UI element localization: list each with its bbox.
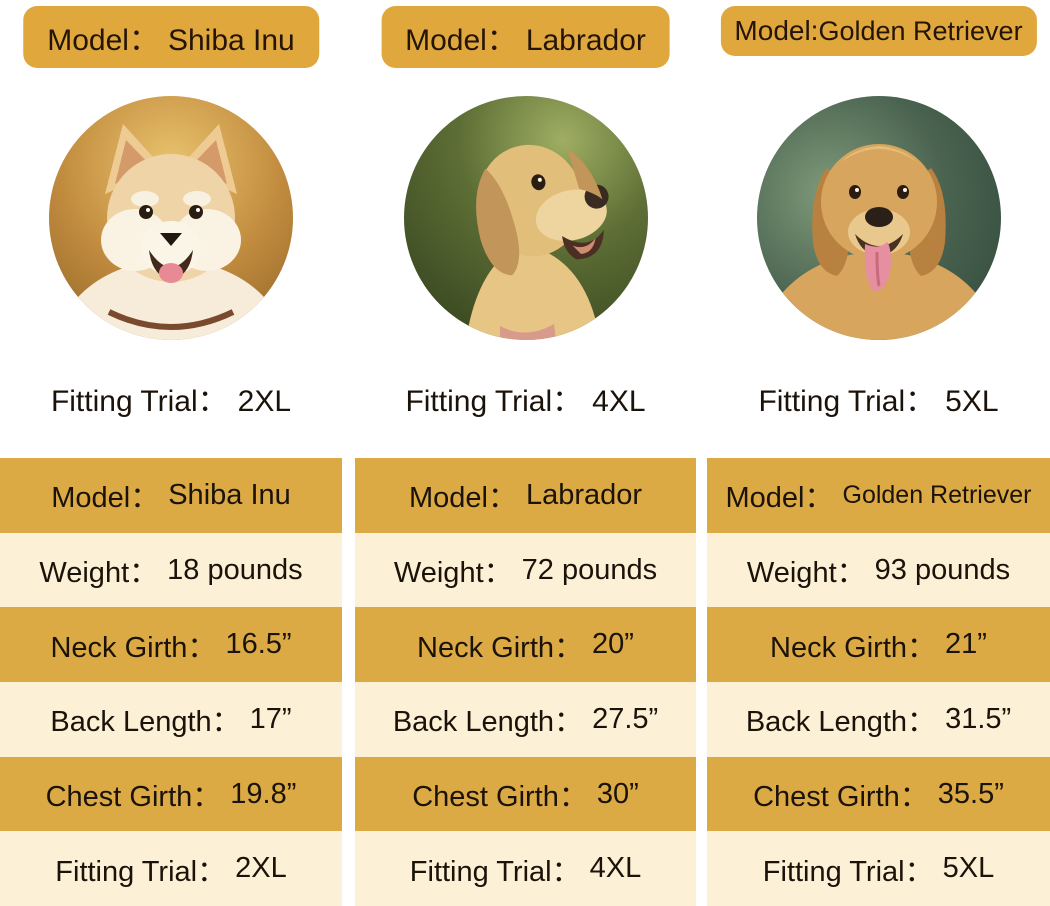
row-label: Back Length： bbox=[745, 706, 937, 739]
fitting-trial-text: Fitting Trial： 4XL bbox=[355, 376, 696, 420]
row-label: Weight： bbox=[39, 557, 159, 589]
row-label: Chest Girth： bbox=[753, 781, 929, 814]
column-shiba-inu: Model： Shiba Inu bbox=[0, 0, 342, 906]
table-row: Chest Girth： 35.5” bbox=[707, 756, 1050, 832]
column-labrador: Model： Labrador bbox=[355, 0, 696, 906]
table-row: Back Length： 27.5” bbox=[355, 682, 696, 757]
table-row: Neck Girth： 21” bbox=[707, 607, 1050, 683]
fitting-trial-value: 5XL bbox=[945, 385, 999, 418]
shiba-inu-photo bbox=[49, 96, 293, 340]
row-value: 2XL bbox=[235, 852, 287, 885]
fitting-trial-label: Fitting Trial： bbox=[50, 385, 228, 418]
row-label: Neck Girth： bbox=[770, 631, 937, 664]
row-value: 16.5” bbox=[225, 628, 292, 661]
table-row: Fitting Trial： 2XL bbox=[0, 831, 342, 906]
row-value: 30” bbox=[596, 777, 639, 810]
row-label: Model： bbox=[408, 482, 517, 515]
row-value: 18 pounds bbox=[167, 553, 303, 586]
model-badge: Model： Shiba Inu bbox=[23, 6, 319, 68]
table-row: Weight： 93 pounds bbox=[707, 532, 1050, 608]
size-table-shiba-inu: Model： Shiba Inu Weight： 18 pounds Neck Gi… bbox=[0, 458, 342, 906]
fitting-trial-label: Fitting Trial： bbox=[758, 385, 936, 418]
row-label: Model： bbox=[725, 482, 834, 515]
model-badge-label: Model： bbox=[47, 24, 159, 57]
row-value: Labrador bbox=[525, 478, 643, 511]
golden-retriever-photo bbox=[756, 96, 1001, 340]
model-badge-value: Golden Retriever bbox=[818, 16, 1023, 46]
row-value: 21” bbox=[945, 628, 987, 661]
model-badge-value: Shiba Inu bbox=[167, 24, 295, 57]
row-label: Back Length： bbox=[50, 706, 241, 739]
row-value: Golden Retriever bbox=[842, 480, 1032, 509]
table-row: Neck Girth： 20” bbox=[355, 607, 696, 683]
row-value: 31.5” bbox=[945, 702, 1012, 735]
row-label: Chest Girth： bbox=[45, 781, 222, 814]
row-label: Neck Girth： bbox=[417, 631, 584, 664]
table-row: Model： Golden Retriever bbox=[707, 458, 1050, 533]
labrador-photo bbox=[403, 96, 648, 340]
row-label: Fitting Trial： bbox=[762, 855, 934, 888]
row-value: 20” bbox=[592, 628, 634, 661]
row-value: 27.5” bbox=[592, 702, 659, 735]
fitting-trial-value: 4XL bbox=[592, 385, 646, 418]
row-label: Back Length： bbox=[392, 706, 584, 739]
table-row: Weight： 72 pounds bbox=[355, 532, 696, 608]
row-label: Weight： bbox=[393, 557, 513, 589]
table-row: Fitting Trial： 4XL bbox=[355, 831, 696, 906]
row-value: 35.5” bbox=[937, 777, 1004, 810]
table-row: Neck Girth： 16.5” bbox=[0, 607, 342, 683]
fitting-trial-label: Fitting Trial： bbox=[405, 385, 583, 418]
row-label: Neck Girth： bbox=[50, 631, 217, 664]
fitting-trial-text: Fitting Trial： 5XL bbox=[707, 376, 1050, 420]
size-table-golden-retriever: Model： Golden Retriever Weight： 93 pounds … bbox=[707, 458, 1050, 906]
size-table-labrador: Model： Labrador Weight： 72 pounds Neck Gir… bbox=[355, 458, 696, 906]
table-row: Model： Labrador bbox=[355, 458, 696, 533]
column-golden-retriever: Model:Golden Retriever bbox=[707, 0, 1050, 906]
row-value: 5XL bbox=[942, 852, 995, 885]
table-row: Chest Girth： 19.8” bbox=[0, 756, 342, 832]
model-badge-value: Labrador bbox=[525, 24, 646, 57]
fitting-trial-text: Fitting Trial： 2XL bbox=[0, 376, 342, 420]
model-badge: Model:Golden Retriever bbox=[720, 6, 1037, 56]
table-row: Back Length： 31.5” bbox=[707, 682, 1050, 757]
row-label: Fitting Trial： bbox=[55, 855, 227, 888]
fitting-trial-value: 2XL bbox=[237, 385, 292, 418]
row-value: 17” bbox=[249, 702, 292, 735]
row-value: 93 pounds bbox=[874, 553, 1011, 586]
row-value: 72 pounds bbox=[521, 553, 658, 586]
row-value: 4XL bbox=[589, 852, 642, 885]
row-value: Shiba Inu bbox=[168, 478, 291, 511]
table-row: Fitting Trial： 5XL bbox=[707, 831, 1050, 906]
row-label: Fitting Trial： bbox=[409, 855, 581, 888]
table-row: Weight： 18 pounds bbox=[0, 532, 342, 608]
model-badge-label: Model： bbox=[405, 24, 517, 57]
model-badge: Model： Labrador bbox=[381, 6, 670, 68]
row-label: Weight： bbox=[746, 557, 866, 589]
table-row: Chest Girth： 30” bbox=[355, 756, 696, 832]
row-label: Chest Girth： bbox=[412, 781, 588, 814]
model-badge-label: Model: bbox=[734, 15, 819, 46]
table-row: Model： Shiba Inu bbox=[0, 458, 342, 533]
table-row: Back Length： 17” bbox=[0, 682, 342, 757]
row-value: 19.8” bbox=[230, 777, 297, 810]
row-label: Model： bbox=[51, 482, 160, 515]
